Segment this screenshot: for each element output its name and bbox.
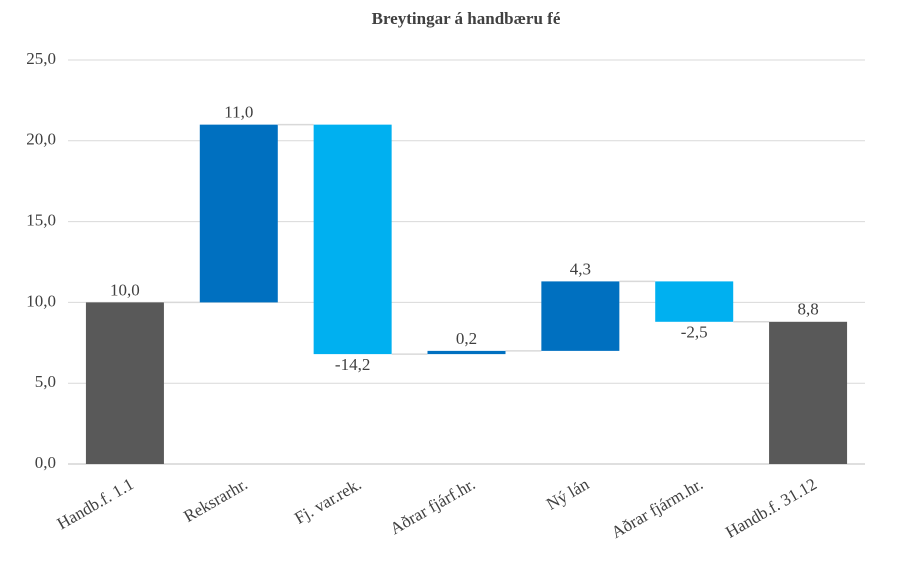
y-tick-label: 10,0	[26, 291, 56, 310]
data-label: -2,5	[681, 323, 708, 342]
x-tick-label: Fj. var.rek.	[291, 474, 364, 527]
x-tick-label: Handb.f. 1.1	[54, 474, 137, 533]
data-label: 0,2	[456, 329, 477, 348]
x-tick-label: Ný lán	[543, 474, 593, 514]
y-tick-label: 25,0	[26, 49, 56, 68]
x-tick-label: Reksrarhr.	[180, 474, 250, 526]
bar	[85, 302, 164, 464]
bar	[655, 281, 734, 322]
y-tick-label: 0,0	[35, 453, 56, 472]
data-label: 11,0	[224, 103, 253, 122]
data-label: -14,2	[335, 355, 370, 374]
bar	[313, 124, 392, 355]
data-label: 8,8	[797, 300, 818, 319]
bar	[541, 281, 620, 351]
x-tick-label: Aðrar fjárm.hr.	[608, 474, 706, 542]
bar	[199, 124, 278, 303]
chart-title: Breytingar á handbæru fé	[372, 9, 561, 28]
y-tick-label: 20,0	[26, 130, 56, 149]
bar	[427, 350, 506, 355]
y-tick-label: 15,0	[26, 211, 56, 230]
y-tick-label: 5,0	[35, 372, 56, 391]
x-tick-label: Aðrar fjárf.hr.	[387, 474, 479, 538]
data-label: 4,3	[570, 259, 591, 278]
x-tick-label: Handb.f. 31.12	[722, 474, 820, 541]
data-label: 10,0	[110, 280, 140, 299]
bar	[769, 321, 848, 464]
